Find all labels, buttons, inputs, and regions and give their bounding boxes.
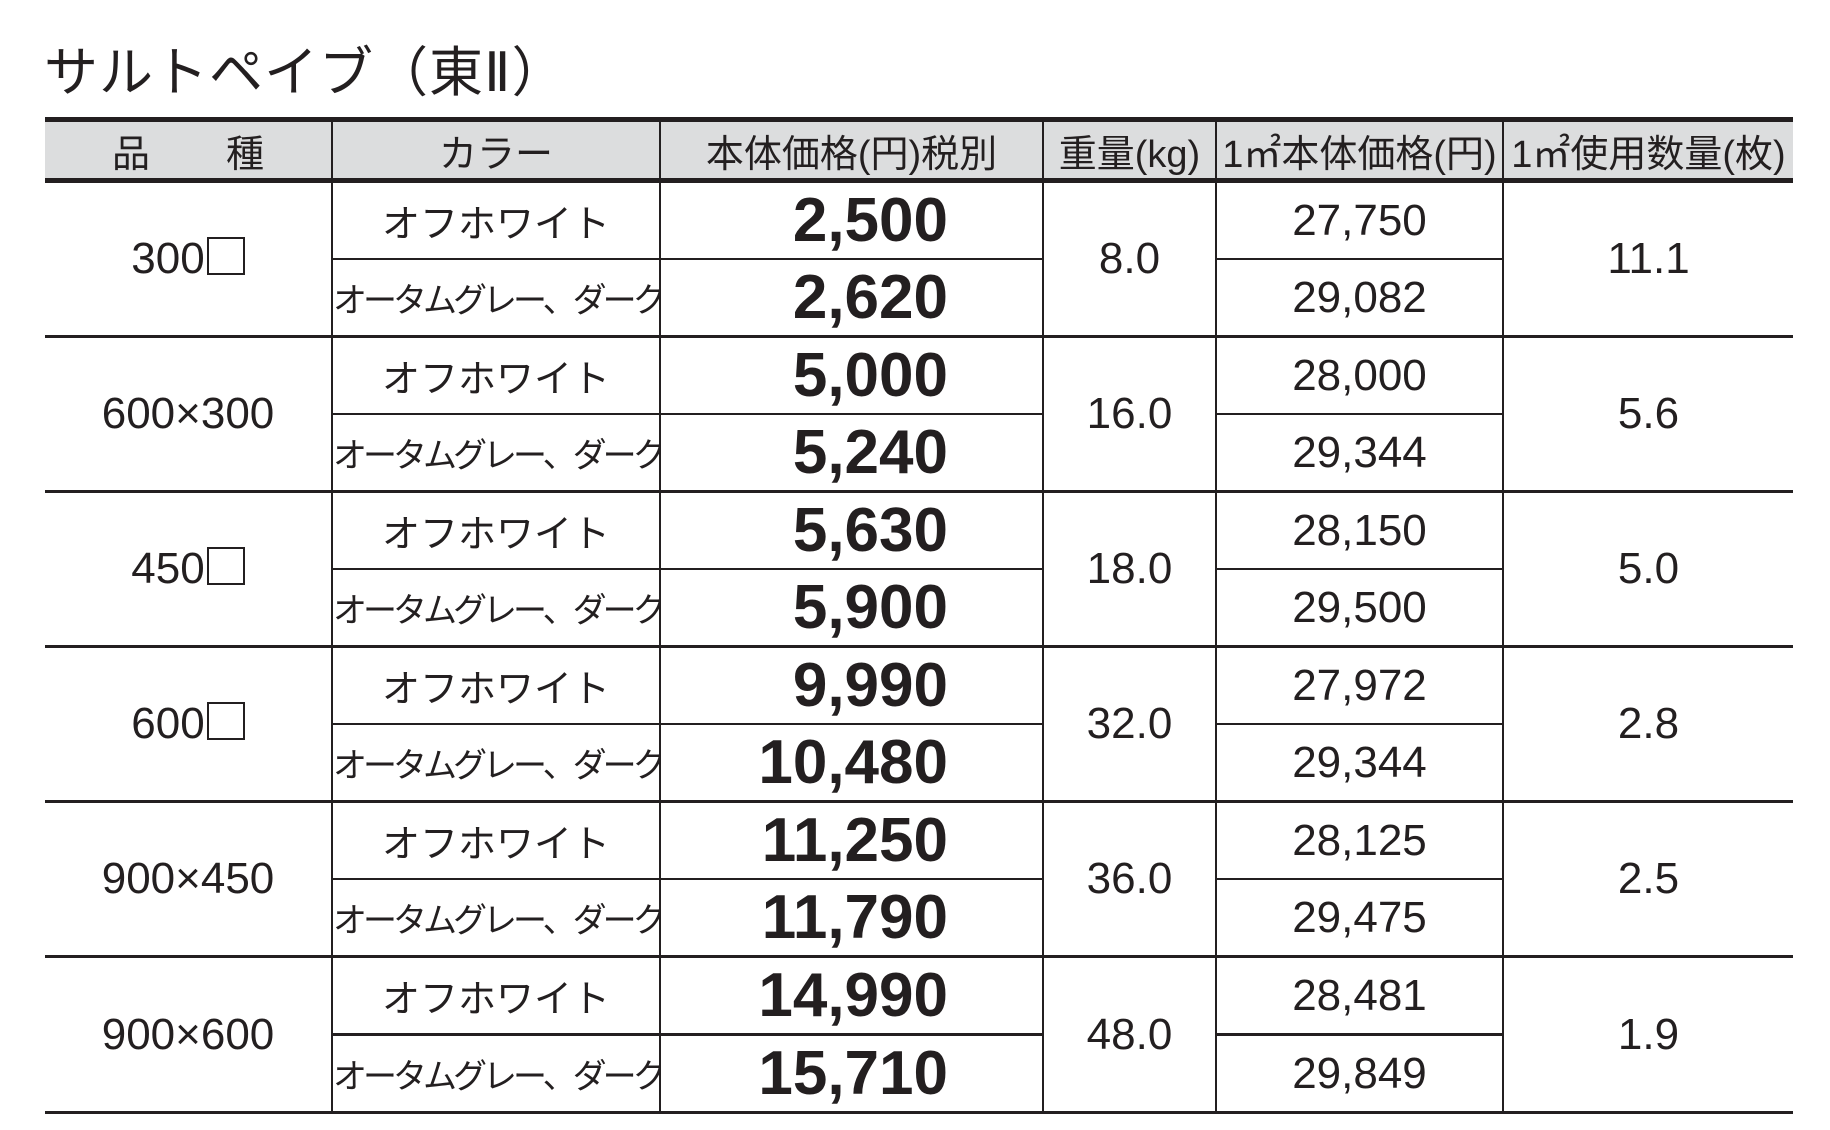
price-table: 品 種 カラー 本体価格(円)税別 重量(kg) 1㎡本体価格(円) 1㎡使用数… — [45, 117, 1793, 1114]
product-kind: 900×450 — [45, 800, 332, 957]
sqm-price-cell: 27,972 — [1215, 645, 1503, 724]
price-cell: 5,000 — [659, 335, 1043, 414]
table-header-row: 品 種 カラー 本体価格(円)税別 重量(kg) 1㎡本体価格(円) 1㎡使用数… — [45, 117, 1793, 183]
weight-cell: 18.0 — [1042, 490, 1216, 647]
header-qty: 1㎡使用数量(枚) — [1502, 117, 1793, 183]
color-cell: オフホワイト — [331, 179, 660, 259]
color-cell: オータムグレー、ダークグレー — [331, 1033, 660, 1114]
square-symbol-icon — [206, 237, 245, 275]
product-kind: 300 — [45, 179, 332, 337]
table-row: 450 オフホワイト 5,630 18.0 28,150 5.0 — [45, 490, 1793, 647]
sqm-price-cell: 29,344 — [1215, 413, 1503, 492]
color-cell: オフホワイト — [331, 955, 660, 1036]
price-cell: 11,250 — [659, 800, 1043, 879]
color-cell: オータムグレー、ダークグレー — [331, 258, 660, 337]
product-kind: 450 — [45, 490, 332, 647]
table-row: オータムグレー、ダークグレー2,620 29,082 — [45, 258, 1793, 337]
qty-cell: 1.9 — [1502, 955, 1793, 1114]
sqm-price-cell: 27,750 — [1215, 179, 1503, 259]
header-price: 本体価格(円)税別 — [659, 117, 1043, 183]
square-symbol-icon — [206, 702, 245, 740]
table-row: 600 オフホワイト 9,990 32.0 27,972 2.8 — [45, 645, 1793, 802]
table-row: オータムグレー、ダークグレー15,710 29,849 — [45, 1033, 1793, 1114]
price-cell: 15,710 — [659, 1033, 1043, 1114]
color-cell: オータムグレー、ダークグレー — [331, 723, 660, 802]
color-cell: オータムグレー、ダークグレー — [331, 413, 660, 492]
qty-cell: 5.6 — [1502, 335, 1793, 492]
color-cell: オフホワイト — [331, 800, 660, 879]
weight-cell: 48.0 — [1042, 955, 1216, 1114]
header-color: カラー — [331, 117, 660, 183]
price-cell: 11,790 — [659, 878, 1043, 957]
sqm-price-cell: 29,082 — [1215, 258, 1503, 337]
weight-cell: 8.0 — [1042, 179, 1216, 337]
header-sqm-price: 1㎡本体価格(円) — [1215, 117, 1503, 183]
product-kind: 600×300 — [45, 335, 332, 492]
product-kind: 900×600 — [45, 955, 332, 1114]
color-cell: オフホワイト — [331, 335, 660, 414]
color-cell: オータムグレー、ダークグレー — [331, 568, 660, 647]
price-cell: 5,900 — [659, 568, 1043, 647]
header-weight: 重量(kg) — [1042, 117, 1216, 183]
square-symbol-icon — [206, 547, 245, 585]
header-kind: 品 種 — [45, 117, 332, 183]
price-cell: 5,630 — [659, 490, 1043, 569]
weight-cell: 36.0 — [1042, 800, 1216, 957]
page-title: サルトペイブ（東Ⅱ） — [44, 43, 567, 103]
qty-cell: 11.1 — [1502, 179, 1793, 337]
sqm-price-cell: 29,475 — [1215, 878, 1503, 957]
color-cell: オフホワイト — [331, 645, 660, 724]
weight-cell: 32.0 — [1042, 645, 1216, 802]
price-cell: 9,990 — [659, 645, 1043, 724]
table-row: 600×300 オフホワイト 5,000 16.0 28,000 5.6 — [45, 335, 1793, 492]
price-cell: 5,240 — [659, 413, 1043, 492]
table-row: 900×600 オフホワイト 14,990 48.0 28,481 1.9 — [45, 955, 1793, 1114]
price-cell: 10,480 — [659, 723, 1043, 802]
color-cell: オフホワイト — [331, 490, 660, 569]
qty-cell: 2.8 — [1502, 645, 1793, 802]
table-row: オータムグレー、ダークグレー5,240 29,344 — [45, 413, 1793, 492]
sqm-price-cell: 29,344 — [1215, 723, 1503, 802]
table-row: 900×450 オフホワイト 11,250 36.0 28,125 2.5 — [45, 800, 1793, 957]
qty-cell: 2.5 — [1502, 800, 1793, 957]
sqm-price-cell: 29,500 — [1215, 568, 1503, 647]
price-cell: 14,990 — [659, 955, 1043, 1036]
sqm-price-cell: 28,150 — [1215, 490, 1503, 569]
qty-cell: 5.0 — [1502, 490, 1793, 647]
product-kind: 600 — [45, 645, 332, 802]
sqm-price-cell: 28,000 — [1215, 335, 1503, 414]
table-row: オータムグレー、ダークグレー11,790 29,475 — [45, 878, 1793, 957]
table-row: オータムグレー、ダークグレー5,900 29,500 — [45, 568, 1793, 647]
table-row: 300 オフホワイト 2,500 8.0 27,750 11.1 — [45, 179, 1793, 337]
price-cell: 2,620 — [659, 258, 1043, 337]
color-cell: オータムグレー、ダークグレー — [331, 878, 660, 957]
weight-cell: 16.0 — [1042, 335, 1216, 492]
sqm-price-cell: 28,481 — [1215, 955, 1503, 1036]
price-cell: 2,500 — [659, 179, 1043, 259]
sqm-price-cell: 28,125 — [1215, 800, 1503, 879]
table-row: オータムグレー、ダークグレー10,480 29,344 — [45, 723, 1793, 802]
sqm-price-cell: 29,849 — [1215, 1033, 1503, 1114]
